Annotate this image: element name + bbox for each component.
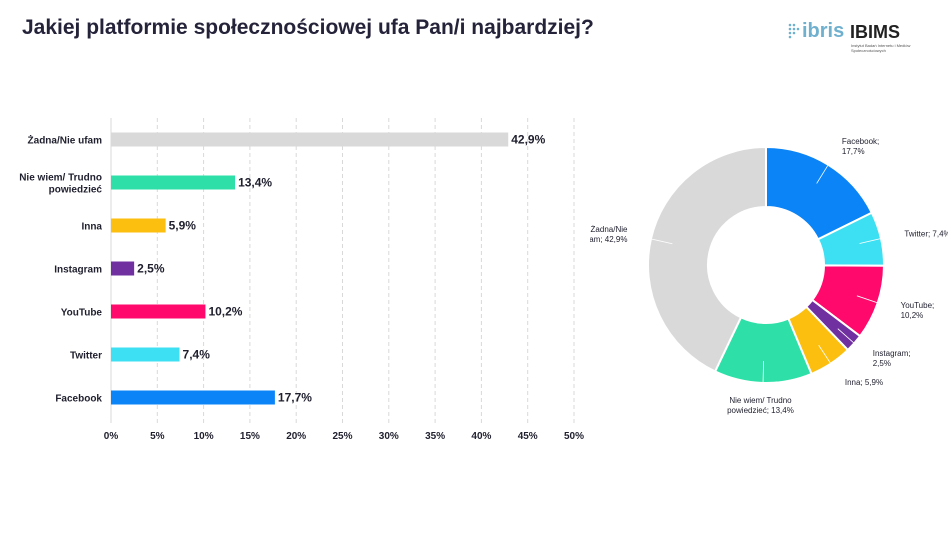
slice-label: YouTube; 10,2% xyxy=(901,301,935,320)
x-tick-label: 30% xyxy=(379,431,399,440)
x-tick-label: 40% xyxy=(471,431,491,440)
bar-value-label: 2,5% xyxy=(137,262,165,276)
leader-line xyxy=(629,233,673,245)
slice-label: Twitter; 7,4% xyxy=(904,230,948,239)
ibims-logo-subtitle: Instytut Badań Internetu i Mediów Społec… xyxy=(851,43,911,53)
leader-line xyxy=(837,328,871,359)
category-label: Inna xyxy=(81,222,102,233)
ibims-logo: IBIMS xyxy=(850,22,901,42)
bar-value-label: 17,7% xyxy=(278,391,312,405)
leader-line xyxy=(762,360,764,405)
x-tick-label: 0% xyxy=(104,431,119,440)
bar xyxy=(111,218,166,233)
donut-chart: Facebook; 17,7% Twitter; 7,4% YouTube; 10,2%… xyxy=(590,137,948,415)
bar-value-label: 13,4% xyxy=(238,176,272,190)
category-label: Nie wiem/ Trudno powiedzieć xyxy=(19,173,102,196)
bar xyxy=(111,261,135,276)
x-tick-label: 5% xyxy=(150,431,165,440)
category-label: Instagram xyxy=(54,265,102,276)
x-tick-label: 10% xyxy=(194,431,214,440)
bar xyxy=(111,304,206,319)
ibris-logo: ibris xyxy=(802,20,845,42)
x-tick-label: 15% xyxy=(240,431,260,440)
bar-value-label: 7,4% xyxy=(183,348,211,362)
slice-label: Inna; 5,9% xyxy=(845,378,883,387)
x-tick-label: 35% xyxy=(425,431,445,440)
x-tick-label: 20% xyxy=(286,431,306,440)
category-label: Twitter xyxy=(70,351,102,362)
bar xyxy=(111,390,275,405)
bar xyxy=(111,347,180,362)
category-label: Facebook xyxy=(55,394,102,405)
bar-chart: 0% 5% 10% 15% 20% 25% 30% 35% 40% 45% 50% 42,9% Żadn… xyxy=(19,118,584,440)
slice-label: Nie wiem/ Trudno powiedzieć; 13,4% xyxy=(727,396,794,415)
bar xyxy=(111,132,509,147)
category-label: YouTube xyxy=(61,308,103,319)
x-tick-label: 25% xyxy=(332,431,352,440)
leader-line xyxy=(816,145,841,184)
logos: ibris IBIMS Instytut Badań Internetu i M… xyxy=(788,20,938,70)
slice-label: Instagram; 2,5% xyxy=(873,349,911,368)
bar-value-label: 5,9% xyxy=(169,219,197,233)
bar-value-label: 42,9% xyxy=(511,133,545,147)
bar xyxy=(111,175,236,190)
leader-line xyxy=(856,295,899,311)
leader-line xyxy=(818,345,844,383)
page-title: Jakiej platformie społecznościowej ufa P… xyxy=(22,16,594,39)
donut-slice xyxy=(647,145,767,373)
bar-value-label: 10,2% xyxy=(208,305,242,319)
leader-line xyxy=(859,233,903,244)
x-tick-label: 45% xyxy=(518,431,538,440)
x-tick-label: 50% xyxy=(564,431,584,440)
ibris-logo-icon xyxy=(788,23,800,39)
slice-label: Facebook; 17,7% xyxy=(842,137,879,156)
category-label: Żadna/Nie ufam xyxy=(28,134,103,147)
